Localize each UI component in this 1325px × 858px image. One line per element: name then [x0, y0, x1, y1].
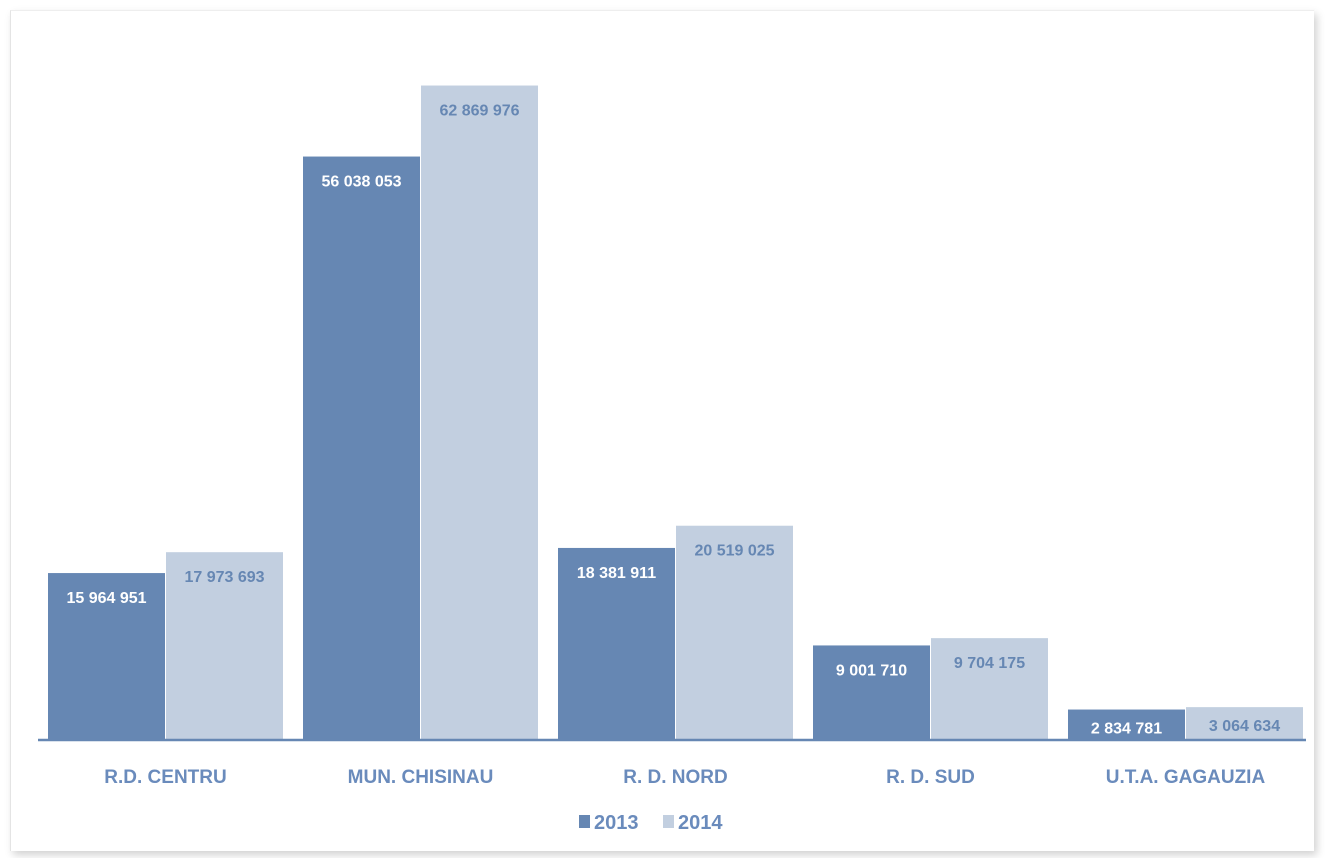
legend-swatch-2014 — [663, 815, 674, 828]
data-label-2014-4: 9 704 175 — [954, 655, 1025, 672]
data-label-2013-1: 15 964 951 — [66, 590, 146, 607]
bar-chart: 15 964 951 17 973 693 56 038 053 62 869 976… — [38, 85, 1306, 834]
data-label-2014-3: 20 519 025 — [694, 543, 774, 560]
bar-2013-3 — [558, 547, 675, 739]
chart-frame: 15 964 951 17 973 693 56 038 053 62 869 976… — [10, 10, 1314, 851]
data-label-2013-4: 9 001 710 — [836, 662, 907, 679]
legend-label-2014: 2014 — [678, 812, 723, 834]
category-label-4: R. D. SUD — [886, 767, 975, 788]
bar-2013-2 — [303, 156, 420, 739]
category-label-2: MUN. CHISINAU — [348, 767, 494, 788]
bar-2014-5 — [1186, 707, 1303, 739]
bar-2014-4 — [931, 638, 1048, 739]
bar-2013-4 — [813, 645, 930, 739]
legend-swatch-2013 — [579, 815, 590, 828]
bar-2013-5 — [1068, 709, 1185, 739]
bar-2014-1 — [166, 552, 283, 739]
data-label-2014-5: 3 064 634 — [1209, 718, 1280, 735]
bar-2014-3 — [676, 525, 793, 739]
data-label-2013-5: 2 834 781 — [1091, 721, 1162, 738]
data-label-2013-2: 56 038 053 — [321, 174, 401, 191]
data-label-2014-1: 17 973 693 — [184, 569, 264, 586]
category-label-3: R. D. NORD — [623, 767, 728, 788]
data-label-2014-2: 62 869 976 — [439, 103, 519, 120]
bar-2014-2 — [421, 85, 538, 740]
bar-2013-1 — [48, 573, 165, 739]
category-label-5: U.T.A. GAGAUZIA — [1106, 767, 1266, 788]
category-label-1: R.D. CENTRU — [104, 767, 226, 788]
data-label-2013-3: 18 381 911 — [577, 565, 656, 582]
legend-label-2013: 2013 — [594, 812, 639, 834]
